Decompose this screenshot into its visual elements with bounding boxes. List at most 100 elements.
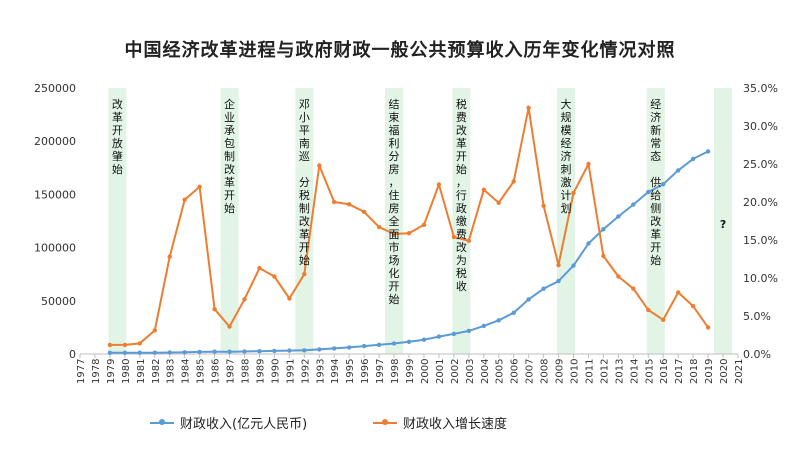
legend-swatch-growth: [373, 418, 397, 425]
y-left-tick-2: 100000: [34, 242, 76, 255]
x-tick-label-17: 1994: [330, 359, 341, 384]
series-1-point-1989: [257, 265, 262, 271]
event-char: 常: [650, 137, 661, 150]
series-1-point-1983: [167, 254, 172, 259]
x-tick-label-6: 1983: [166, 359, 177, 384]
event-char: 制: [299, 202, 310, 215]
y-right-tick-2: 10.0%: [743, 272, 778, 285]
event-char: 业: [224, 111, 235, 124]
series-0-point-2007: [526, 297, 531, 302]
series-0-point-1988: [242, 349, 247, 354]
x-tick-label-22: 1999: [405, 359, 416, 384]
event-char: 济: [561, 149, 572, 163]
series-1-point-2019: [705, 325, 711, 330]
event-char: 革: [650, 227, 661, 241]
series-1-point-2004: [481, 187, 486, 192]
series-0-point-1990: [272, 348, 277, 354]
series-0-point-2006: [511, 310, 516, 315]
y-left-tick-5: 250000: [34, 82, 76, 95]
x-tick-label-5: 1982: [151, 359, 162, 384]
event-char: 开: [112, 124, 123, 137]
series-0-point-1999: [406, 339, 412, 344]
x-tick-label-30: 2007: [525, 359, 536, 384]
event-char: 经: [561, 137, 572, 150]
y-right-tick-0: 0.0%: [743, 348, 771, 361]
y-left-tick-0: 0: [69, 348, 76, 361]
x-tick-label-3: 1980: [121, 359, 132, 384]
series-0-point-1992: [302, 348, 307, 353]
x-tick-label-36: 2013: [614, 359, 625, 384]
series-0-point-1980: [122, 350, 128, 355]
series-1-point-1991: [287, 296, 292, 301]
event-char: 小: [299, 111, 310, 124]
series-1-point-2005: [496, 200, 501, 205]
x-tick-label-15: 1992: [300, 359, 311, 384]
event-char: 改: [224, 162, 235, 176]
series-1-point-1990: [272, 274, 277, 279]
event-char: 刺: [561, 163, 572, 176]
series-1-point-1987: [227, 324, 232, 329]
event-char: 费: [456, 111, 467, 124]
event-char: 改: [650, 214, 661, 228]
series-0-point-1998: [391, 341, 397, 346]
series-line-0: [109, 150, 709, 354]
event-char: 新: [650, 123, 661, 137]
x-tick-label-40: 2017: [674, 359, 685, 384]
series-1-point-1994: [332, 199, 337, 205]
event-char: 政: [456, 201, 467, 215]
series-0-point-2013: [616, 214, 621, 219]
event-char: ?: [720, 218, 726, 231]
legend-item-revenue: 财政收入(亿元人民币): [150, 413, 307, 432]
legend-item-growth: 财政收入增长速度: [373, 413, 507, 432]
event-char: 改: [299, 214, 310, 228]
event-char: 模: [561, 124, 572, 137]
event-bands: [108, 88, 733, 354]
x-tick-label-11: 1988: [241, 359, 252, 384]
event-char: 始: [456, 162, 467, 176]
x-tick-label-34: 2011: [584, 359, 595, 384]
x-tick-label-20: 1997: [375, 359, 386, 384]
event-char: 济: [650, 110, 661, 124]
x-tick-label-44: 2021: [734, 359, 745, 384]
event-char: 房: [389, 202, 400, 215]
x-tick-label-8: 1985: [196, 359, 207, 384]
legend-label-revenue: 财政收入(亿元人民币): [180, 417, 308, 432]
series-1-point-1999: [406, 231, 412, 236]
event-char: 计: [561, 189, 572, 202]
event-char: 改: [112, 97, 123, 111]
series-1-point-1993: [317, 163, 322, 168]
event-char: 肇: [112, 149, 123, 163]
x-tick-label-13: 1990: [270, 359, 281, 384]
event-char: 税: [456, 266, 467, 280]
series-1-point-1988: [242, 297, 247, 302]
x-tick-label-23: 2000: [420, 359, 431, 384]
event-char: 改: [456, 240, 467, 254]
series-0-point-1997: [376, 342, 382, 347]
y-right-tick-1: 5.0%: [743, 310, 771, 323]
series-1-point-2002: [451, 234, 457, 240]
x-tick-label-27: 2004: [480, 359, 491, 384]
event-char: 革: [224, 175, 235, 189]
event-char: 开: [456, 150, 467, 163]
x-tick-label-16: 1993: [315, 359, 326, 384]
event-char: 革: [456, 136, 467, 150]
x-tick-label-24: 2001: [435, 359, 446, 384]
series-0-point-2017: [676, 168, 681, 173]
x-tick-label-14: 1991: [285, 359, 296, 384]
event-char: 开: [224, 189, 235, 202]
event-char: 激: [561, 175, 572, 189]
event-char: 分: [389, 150, 400, 163]
x-tick-label-26: 2003: [465, 359, 476, 384]
series-1-point-2018: [690, 303, 696, 309]
x-tick-label-0: 1977: [76, 359, 87, 384]
series-1-point-1997: [376, 224, 382, 230]
series-0-point-2014: [631, 202, 636, 207]
event-char: 革: [299, 227, 310, 241]
series-0-point-1982: [152, 350, 157, 355]
series-1-point-2014: [631, 286, 636, 291]
event-char: 企: [224, 97, 235, 111]
